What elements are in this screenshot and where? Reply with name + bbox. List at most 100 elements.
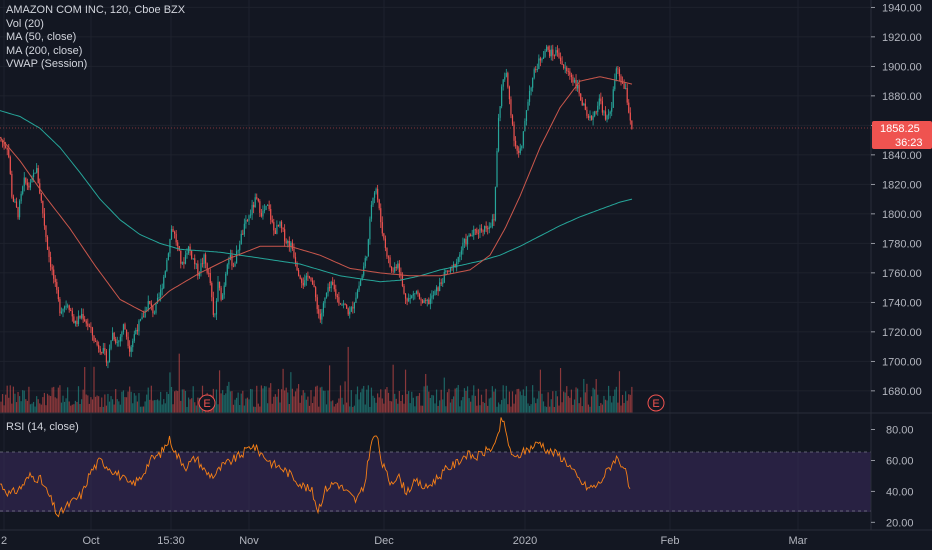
time-axis[interactable]: 2 Oct 15:30 Nov Dec 2020 Feb Mar (1, 535, 808, 547)
candle-body (228, 259, 230, 265)
candle-body (239, 244, 241, 251)
volume-bar (287, 392, 289, 413)
candle-body (237, 250, 239, 252)
candle-body (17, 207, 19, 218)
volume-bar (265, 386, 267, 413)
candle-body (71, 310, 73, 317)
volume-bar (107, 393, 109, 413)
countdown-label: 36:23 (895, 137, 923, 149)
legend-ma200[interactable]: MA (200, close) (6, 44, 83, 57)
candle-body (267, 204, 269, 206)
candle-body (321, 312, 323, 320)
candle-body (471, 235, 473, 237)
volume-bar (91, 399, 94, 413)
volume-bar (344, 381, 346, 413)
candle-body (93, 335, 95, 342)
time-tick-label: 15:30 (157, 535, 185, 547)
volume-bar (143, 406, 145, 413)
candle-body (595, 111, 597, 113)
candle-body (377, 188, 379, 200)
rsi-axis[interactable]: 80.00 60.00 40.00 20.00 (871, 424, 914, 529)
candle-body (43, 213, 45, 226)
candle-body (99, 348, 101, 353)
volume-bar (522, 389, 524, 413)
legend-ma50[interactable]: MA (50, close) (6, 31, 77, 44)
candle-body (40, 193, 42, 201)
volume-bar (243, 405, 245, 413)
candle-body (257, 198, 259, 202)
candle-body (398, 263, 400, 273)
candle-body (482, 230, 484, 232)
candle-body (77, 315, 80, 324)
candle-body (15, 201, 18, 208)
volume-bar (195, 405, 197, 413)
candle-body (205, 254, 207, 264)
candle-body (352, 307, 354, 309)
volume-bar (43, 392, 45, 413)
volume-bar (236, 397, 238, 413)
candle-body (600, 98, 602, 102)
legend-vwap[interactable]: VWAP (Session) (6, 58, 88, 71)
volume-bar (260, 385, 262, 413)
candle-body (90, 326, 92, 328)
volume-bar (490, 397, 492, 413)
candle-body (51, 266, 53, 270)
candle-body (449, 266, 452, 272)
candle-body (485, 226, 487, 229)
candle-body (553, 55, 555, 57)
volume-bar (449, 402, 452, 413)
candle-body (307, 275, 309, 277)
rsi-tick-label: 20.00 (886, 517, 914, 529)
candle-body (280, 221, 283, 228)
candle-body (256, 197, 258, 199)
candle-body (364, 258, 366, 267)
volume-bar (181, 389, 183, 413)
volume-bar (67, 387, 69, 413)
candle-body (621, 82, 624, 84)
candle-body (370, 204, 373, 219)
candle-body (37, 168, 39, 184)
candle-body (313, 284, 315, 288)
candle-body (158, 297, 160, 298)
candle-body (298, 270, 300, 276)
chart-title[interactable]: AMAZON COM INC, 120, Cboe BZX (6, 4, 186, 16)
volume-bar (470, 401, 472, 413)
volume-bar (575, 387, 577, 413)
candle-body (284, 229, 286, 242)
legend-volume[interactable]: Vol (20) (6, 17, 44, 30)
candle-body (68, 305, 70, 310)
candle-body (161, 288, 163, 290)
candle-body (186, 253, 188, 255)
volume-bar (28, 386, 30, 413)
volume-bar (257, 403, 259, 413)
volume-bar (518, 388, 520, 413)
candle-body (606, 115, 608, 120)
candle-body (508, 86, 510, 100)
volume-bar (408, 391, 410, 413)
volume-bar (330, 401, 332, 413)
rsi-title[interactable]: RSI (14, close) (6, 421, 79, 433)
volume-bar (380, 389, 382, 413)
indicator-legend: AMAZON COM INC, 120, Cboe BZX Vol (20) M… (6, 4, 185, 72)
candle-body (73, 316, 75, 324)
volume-bar (153, 400, 156, 413)
volume-bar (177, 391, 179, 413)
candle-body (29, 182, 32, 188)
candle-body (502, 79, 504, 87)
candle-body (401, 275, 404, 286)
candle-body (546, 46, 548, 52)
volume-bar (578, 403, 580, 413)
volume-bar (214, 403, 216, 413)
volume-bar (586, 383, 588, 413)
volume-bar (516, 388, 518, 413)
volume-bar (401, 394, 404, 413)
candle-body (477, 232, 479, 234)
price-axis[interactable]: 1940.001920.001900.001880.001860.001840.… (871, 2, 922, 398)
volume-bar (536, 398, 538, 413)
volume-bar (555, 391, 557, 413)
volume-bar (549, 406, 551, 413)
volume-bar (338, 398, 340, 413)
candle-body (149, 301, 151, 304)
